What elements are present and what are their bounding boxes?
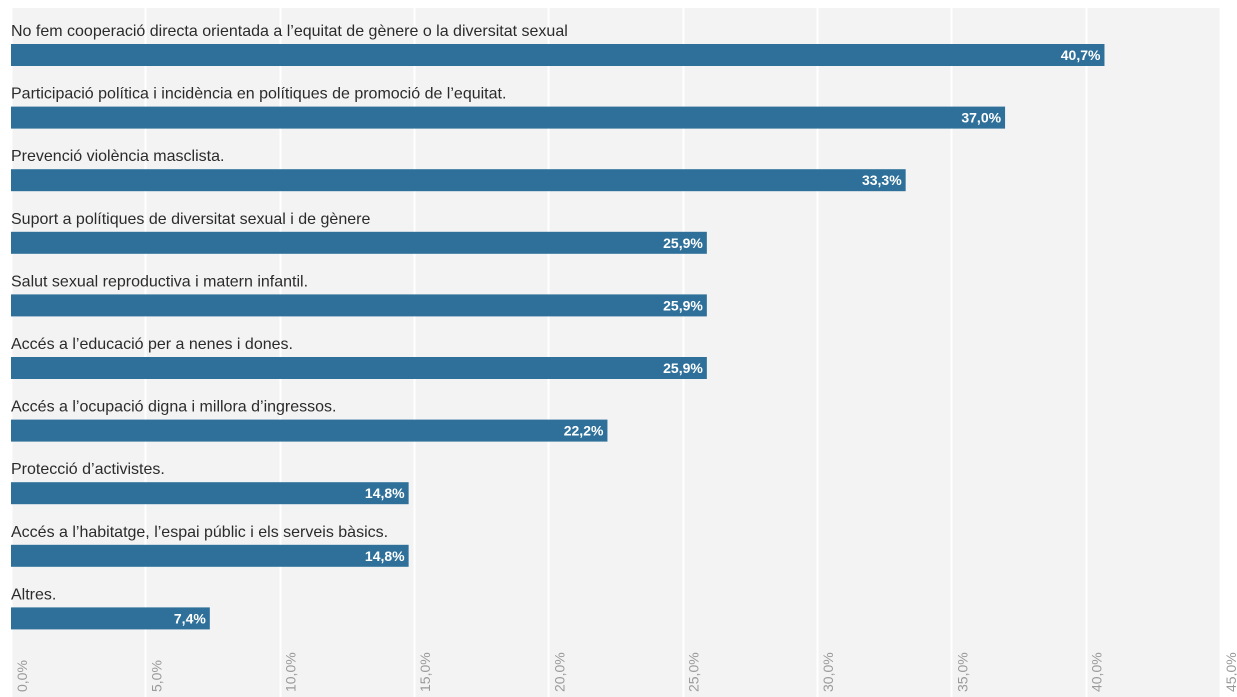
- bar-category-label: Accés a l’habitatge, l’espai públic i el…: [11, 524, 388, 541]
- bar: [11, 44, 1105, 66]
- bar: [11, 231, 707, 254]
- bar-value-label: 25,9%: [663, 360, 703, 376]
- bar-category-label: Suport a polítiques de diversitat sexual…: [11, 211, 370, 228]
- bar-value-label: 33,3%: [862, 172, 902, 188]
- bar: [11, 419, 608, 442]
- bar: [11, 106, 1006, 129]
- x-tick-label: 35,0%: [954, 652, 970, 692]
- x-tick-label: 15,0%: [417, 652, 433, 692]
- x-tick-label: 20,0%: [551, 652, 567, 692]
- x-axis-ticks-layer: 0,0% 5,0% 10,0% 15,0% 20,0% 25,0% 30,0% 35,0% 40…: [14, 652, 1237, 692]
- bar-category-label: Altres.: [11, 586, 56, 603]
- bar-category-label: Protecció d’activistes.: [11, 461, 165, 478]
- bar: [11, 482, 409, 505]
- bar-value-label: 14,8%: [365, 485, 405, 501]
- bar: [11, 357, 707, 379]
- bars-layer: No fem cooperació directa orientada a l’…: [11, 23, 1105, 630]
- bar-category-label: Participació política i incidència en po…: [11, 86, 506, 103]
- bar-category-label: Prevenció violència masclista.: [11, 148, 224, 165]
- bar: [11, 544, 409, 567]
- bar-value-label: 40,7%: [1061, 47, 1101, 63]
- bar-value-label: 37,0%: [961, 110, 1001, 126]
- bar-value-label: 7,4%: [174, 610, 206, 626]
- bar-value-label: 22,2%: [564, 423, 604, 439]
- bar-category-label: Salut sexual reproductiva i matern infan…: [11, 273, 308, 290]
- bar: [11, 607, 210, 630]
- x-tick-label: 40,0%: [1089, 652, 1105, 692]
- bar-category-label: Accés a l’ocupació digna i millora d’ing…: [11, 399, 337, 416]
- bar-value-label: 14,8%: [365, 548, 405, 564]
- bar-value-label: 25,9%: [663, 297, 703, 313]
- x-tick-label: 25,0%: [686, 652, 702, 692]
- bar-category-label: No fem cooperació directa orientada a l’…: [11, 23, 568, 40]
- x-tick-label: 30,0%: [820, 652, 836, 692]
- bar: [11, 294, 707, 317]
- x-tick-label: 0,0%: [14, 660, 30, 692]
- bar: [11, 169, 906, 192]
- x-tick-label: 5,0%: [148, 660, 164, 692]
- x-tick-label: 45,0%: [1223, 652, 1237, 692]
- bar-category-label: Accés a l’educació per a nenes i dones.: [11, 336, 293, 353]
- bar-value-label: 25,9%: [663, 235, 703, 251]
- x-tick-label: 10,0%: [283, 652, 299, 692]
